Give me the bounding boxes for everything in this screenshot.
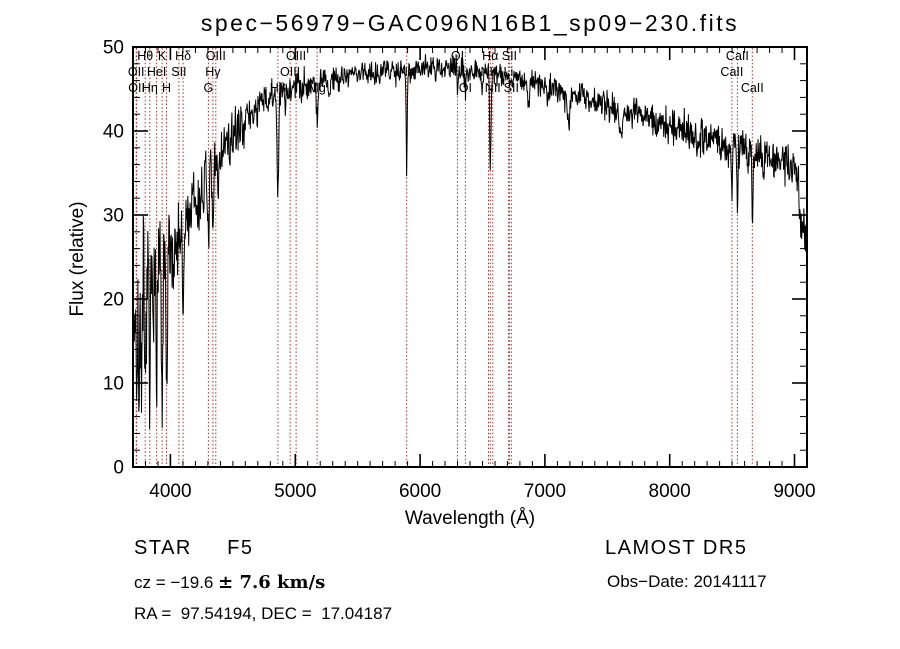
plot-frame [132, 46, 808, 468]
spectral-line-label: Hθ [137, 49, 153, 63]
x-tick-label: 7000 [524, 481, 566, 502]
y-tick-label: 40 [103, 122, 124, 143]
spectral-line-label: NII [485, 81, 501, 95]
spectral-line-label: Hγ [205, 65, 221, 79]
y-tick-label: 30 [103, 206, 124, 227]
x-axis-label: Wavelength (Å) [404, 508, 536, 529]
spectral-line-label: Li [504, 65, 514, 79]
y-axis-label: Flux (relative) [67, 201, 88, 317]
plot-title: spec−56979−GAC096N16B1_sp09−230.fits [200, 10, 740, 36]
spectral-line-label: HeI [147, 65, 166, 79]
object-class-label: STAR F5 [134, 537, 254, 559]
spectral-line-label: Hα [482, 49, 498, 63]
spectral-line-label: H [162, 81, 171, 95]
spectral-line-label: OIII [286, 49, 306, 63]
cz-error: ± 7.6 km/s [218, 572, 326, 593]
y-tick-label: 50 [103, 38, 124, 59]
cz-value: cz = −19.6 [134, 573, 219, 592]
spectral-line-label: OII [128, 65, 145, 79]
spectral-line-label: CaII [741, 81, 764, 95]
x-tick-label: 5000 [274, 481, 316, 502]
spectral-line-label: OIII [280, 65, 300, 79]
spectrum-trace [132, 54, 808, 430]
x-tick-label: 6000 [399, 481, 441, 502]
radial-velocity-line: cz = −19.6 ± 7.6 km/s [134, 572, 325, 593]
ra-dec-line: RA = 97.54194, DEC = 17.04187 [134, 604, 393, 623]
obs-date-label: Obs−Date: 20141117 [607, 572, 767, 591]
spectral-line-label: Hδ [175, 49, 191, 63]
spectral-line-label: SII [502, 49, 517, 63]
spectral-line-label: CaII [720, 65, 743, 79]
spectral-line-label: K [158, 49, 167, 63]
x-tick-label: 9000 [773, 481, 815, 502]
y-tick-label: 10 [103, 374, 124, 395]
y-tick-label: 20 [103, 290, 124, 311]
x-tick-label: 4000 [149, 481, 191, 502]
spectral-line-label: SII [504, 81, 519, 95]
spectral-line-label: SII [171, 65, 186, 79]
survey-label: LAMOST DR5 [605, 537, 748, 559]
y-tick-label: 0 [113, 458, 124, 479]
spectral-line-label: CaII [726, 49, 749, 63]
x-tick-label: 8000 [649, 481, 691, 502]
spectral-line-label: OIII [206, 49, 226, 63]
spectral-line-label: Hη [142, 81, 158, 95]
spectral-line-label: G [204, 81, 214, 95]
